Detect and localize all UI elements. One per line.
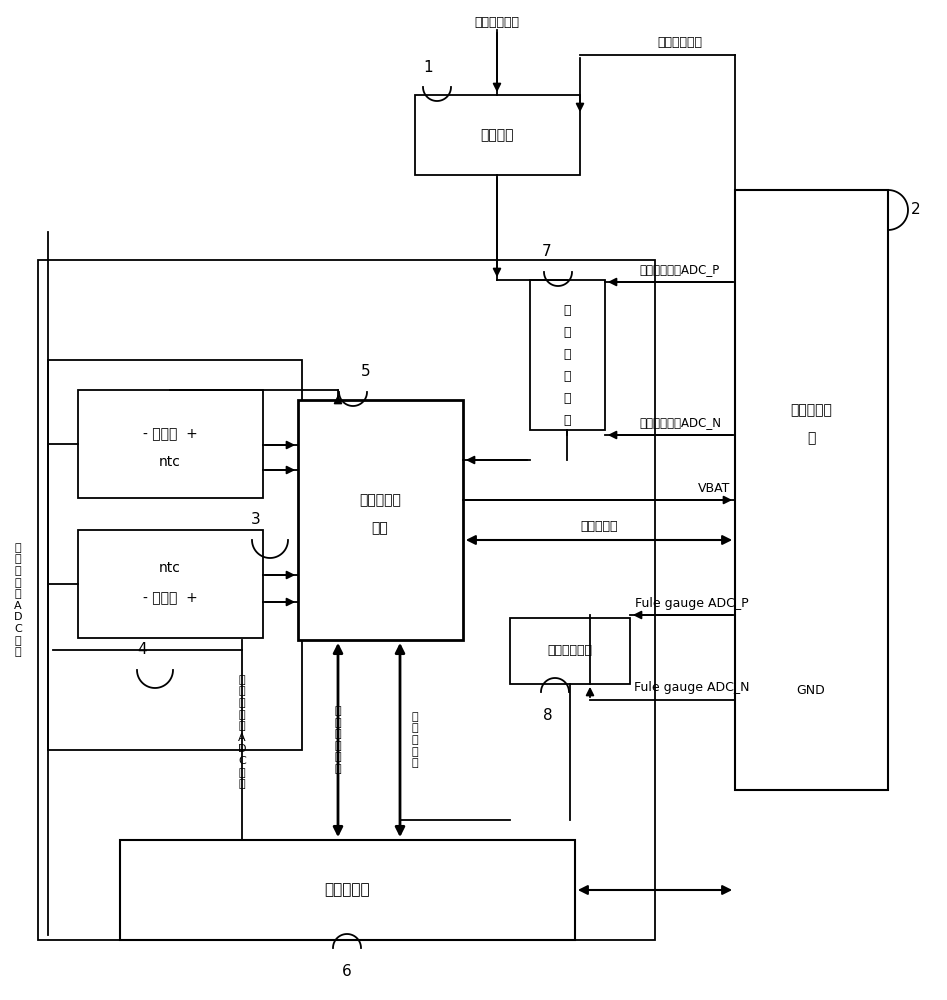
Text: 单元: 单元	[371, 521, 388, 535]
Text: 阻: 阻	[563, 414, 571, 426]
Text: 精: 精	[563, 348, 571, 360]
Text: 一: 一	[563, 326, 571, 338]
Bar	[78, 390, 263, 498]
Text: 充电电流测量ADC_P: 充电电流测量ADC_P	[640, 263, 720, 276]
Text: 2: 2	[911, 202, 920, 218]
Text: 其他连接线: 其他连接线	[581, 520, 617, 534]
Text: VBAT: VBAT	[698, 482, 730, 494]
Bar	[735, 190, 888, 790]
Text: 副
电
池
电
压
A
D
C
检
测: 副 电 池 电 压 A D C 检 测	[238, 675, 246, 789]
Text: 主
电
池
电
压
A
D
C
检
测: 主 电 池 电 压 A D C 检 测	[14, 543, 22, 657]
Text: 5: 5	[361, 364, 371, 379]
Text: 充电电流测量ADC_N: 充电电流测量ADC_N	[639, 416, 721, 430]
Text: Fule gauge ADC_P: Fule gauge ADC_P	[635, 596, 749, 609]
Text: 双电池管理: 双电池管理	[359, 493, 401, 507]
Text: 应用处理器: 应用处理器	[324, 882, 370, 898]
Text: 电: 电	[563, 391, 571, 404]
Text: 3: 3	[251, 512, 260, 528]
Text: 充电电流输入: 充电电流输入	[474, 15, 520, 28]
Bar	[78, 530, 263, 638]
Text: 控
制
电
池
切
换: 控 制 电 池 切 换	[334, 706, 341, 774]
Text: 7: 7	[543, 244, 552, 259]
Text: - 副电池  +: - 副电池 +	[143, 591, 197, 605]
Text: 电源管理单: 电源管理单	[790, 403, 831, 417]
Bar	[38, 260, 655, 940]
Text: ntc: ntc	[159, 561, 181, 575]
Text: 密: 密	[563, 369, 571, 382]
Bar	[530, 280, 605, 430]
Text: 充电开关使能: 充电开关使能	[657, 35, 703, 48]
Text: 4: 4	[137, 643, 147, 658]
Bar	[510, 618, 630, 684]
Text: - 主电池  +: - 主电池 +	[143, 427, 197, 441]
Text: 元: 元	[807, 431, 815, 445]
Text: ntc: ntc	[159, 455, 181, 469]
Bar	[298, 400, 463, 640]
Text: 充电单元: 充电单元	[480, 128, 514, 142]
Bar	[120, 840, 575, 940]
Text: 8: 8	[544, 708, 553, 724]
Bar	[48, 360, 302, 750]
Text: 6: 6	[342, 964, 352, 980]
Text: 第: 第	[563, 304, 571, 316]
Text: GND: GND	[796, 684, 826, 696]
Text: 1: 1	[423, 60, 433, 75]
Text: 其
他
连
接
线: 其 他 连 接 线	[412, 712, 419, 768]
Text: Fule gauge ADC_N: Fule gauge ADC_N	[634, 682, 750, 694]
Text: 第二精密电阻: 第二精密电阻	[547, 645, 593, 658]
Bar	[415, 95, 580, 175]
